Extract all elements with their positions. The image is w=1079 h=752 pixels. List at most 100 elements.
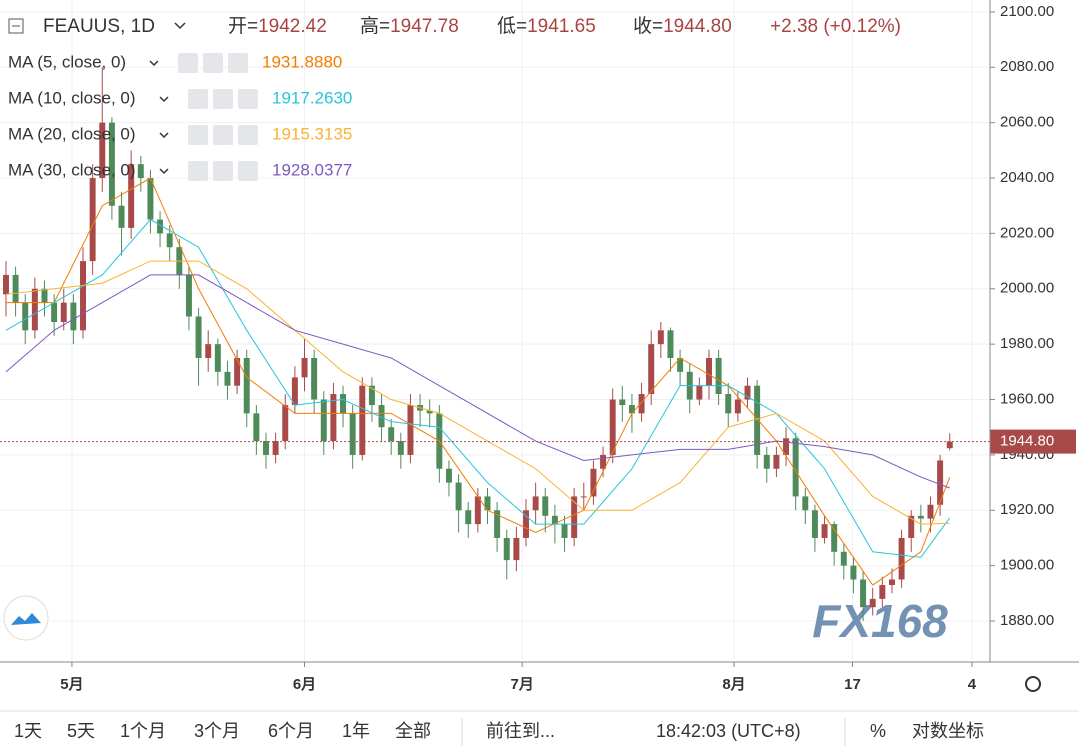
range-button[interactable]: 全部 — [395, 721, 431, 741]
y-tick-label: 1960.00 — [1000, 390, 1054, 407]
legend-row: MA (5, close, 0) 1931.8880 — [8, 52, 342, 73]
legend-remove-button[interactable] — [238, 125, 258, 145]
quote-label: 收= — [633, 15, 663, 37]
candle-body — [330, 393, 337, 442]
y-tick-label: 1920.00 — [1000, 501, 1054, 518]
collapse-button[interactable] — [8, 18, 24, 34]
legend-remove-button[interactable] — [228, 53, 248, 73]
legend-name[interactable]: MA (20, close, 0) — [8, 124, 136, 143]
candle-body — [195, 316, 202, 358]
candle-body — [744, 385, 751, 400]
candle-body — [484, 496, 491, 511]
candle-body — [609, 399, 616, 455]
candle-body — [263, 441, 269, 455]
legend-dropdown[interactable] — [159, 168, 169, 175]
candle-body — [445, 468, 452, 483]
legend-value: 1928.0377 — [272, 160, 352, 179]
legend-name[interactable]: MA (30, close, 0) — [8, 160, 136, 179]
legend-name[interactable]: MA (5, close, 0) — [8, 52, 126, 71]
ma-line — [5, 274, 950, 489]
quote-label: 低= — [497, 15, 527, 37]
legend-row: MA (10, close, 0) 1917.2630 — [8, 88, 352, 109]
last-price-label: 1944.80 — [1000, 433, 1054, 450]
candle-body — [513, 537, 520, 561]
candle-body — [908, 515, 915, 538]
range-button[interactable]: 6个月 — [268, 721, 314, 741]
candle-body — [137, 164, 144, 179]
candle-body — [60, 302, 67, 323]
candle-body — [99, 122, 106, 179]
legend-remove-button[interactable] — [238, 89, 258, 109]
candle-body — [860, 579, 867, 608]
candle-body — [455, 482, 462, 511]
clock: 18:42:03 (UTC+8) — [656, 721, 801, 741]
candle-body — [503, 537, 510, 561]
candle-body — [831, 524, 838, 552]
candle-body — [465, 510, 472, 525]
legend-dropdown[interactable] — [159, 132, 169, 139]
candle-body — [734, 399, 741, 414]
candle-body — [108, 122, 115, 206]
candle-body — [157, 219, 164, 234]
legend-visibility-button[interactable] — [188, 161, 208, 181]
legend-visibility-button[interactable] — [188, 89, 208, 109]
goto-button[interactable]: 前往到... — [486, 721, 555, 741]
legend-settings-button[interactable] — [213, 125, 233, 145]
candle-body — [41, 288, 48, 303]
legend-settings-button[interactable] — [213, 161, 233, 181]
candle-body — [706, 357, 712, 386]
candle-body — [619, 399, 626, 406]
candle-body — [648, 344, 655, 394]
range-button[interactable]: 1个月 — [120, 721, 166, 741]
quote-value: 1942.42 — [258, 16, 327, 37]
candle-body — [542, 496, 549, 516]
x-tick-label: 8月 — [722, 676, 745, 693]
change: +2.38 (+0.12%) — [770, 16, 901, 37]
logo-icon — [11, 613, 41, 625]
candle-body — [311, 357, 318, 400]
quote-value: 1944.80 — [663, 16, 732, 37]
legend-dropdown[interactable] — [149, 60, 159, 67]
candle-body — [523, 510, 529, 538]
candle-body — [118, 205, 125, 228]
y-tick-label: 1980.00 — [1000, 335, 1054, 352]
quote-label: 高= — [360, 15, 390, 37]
legend-value: 1917.2630 — [272, 88, 352, 107]
ma-line — [5, 218, 951, 558]
ma-line — [5, 260, 950, 525]
candle-body — [696, 385, 703, 400]
legend-dropdown[interactable] — [159, 96, 169, 103]
candle-body — [340, 393, 347, 414]
legend-name[interactable]: MA (10, close, 0) — [8, 88, 136, 107]
candle-body — [551, 515, 558, 525]
candle-body — [282, 405, 289, 442]
legend-remove-button[interactable] — [238, 161, 258, 181]
y-tick-label: 2060.00 — [1000, 114, 1054, 131]
percent-button[interactable]: % — [870, 721, 886, 741]
logo-button[interactable] — [3, 595, 49, 641]
legend-visibility-button[interactable] — [178, 53, 198, 73]
candle-body — [879, 585, 886, 599]
symbol[interactable]: FEAUUS, 1D — [43, 16, 155, 37]
candle-body — [783, 438, 790, 455]
candle-body — [725, 393, 732, 414]
range-button[interactable]: 3个月 — [194, 721, 240, 741]
range-button[interactable]: 5天 — [67, 721, 95, 741]
candle-body — [494, 510, 501, 538]
candle-body — [359, 385, 366, 455]
candle-body — [224, 371, 231, 386]
candle-body — [272, 441, 279, 455]
candle-body — [70, 302, 77, 331]
log-button[interactable]: 对数坐标 — [912, 721, 984, 741]
range-button[interactable]: 1天 — [14, 721, 42, 741]
settings-button[interactable] — [1025, 676, 1041, 692]
y-tick-label: 1900.00 — [1000, 557, 1054, 574]
symbol-dropdown[interactable] — [174, 22, 186, 30]
x-tick-label: 5月 — [60, 676, 83, 693]
legend-visibility-button[interactable] — [188, 125, 208, 145]
range-button[interactable]: 1年 — [342, 721, 370, 741]
x-tick-label: 4 — [968, 676, 977, 693]
legend-settings-button[interactable] — [203, 53, 223, 73]
legend-settings-button[interactable] — [213, 89, 233, 109]
